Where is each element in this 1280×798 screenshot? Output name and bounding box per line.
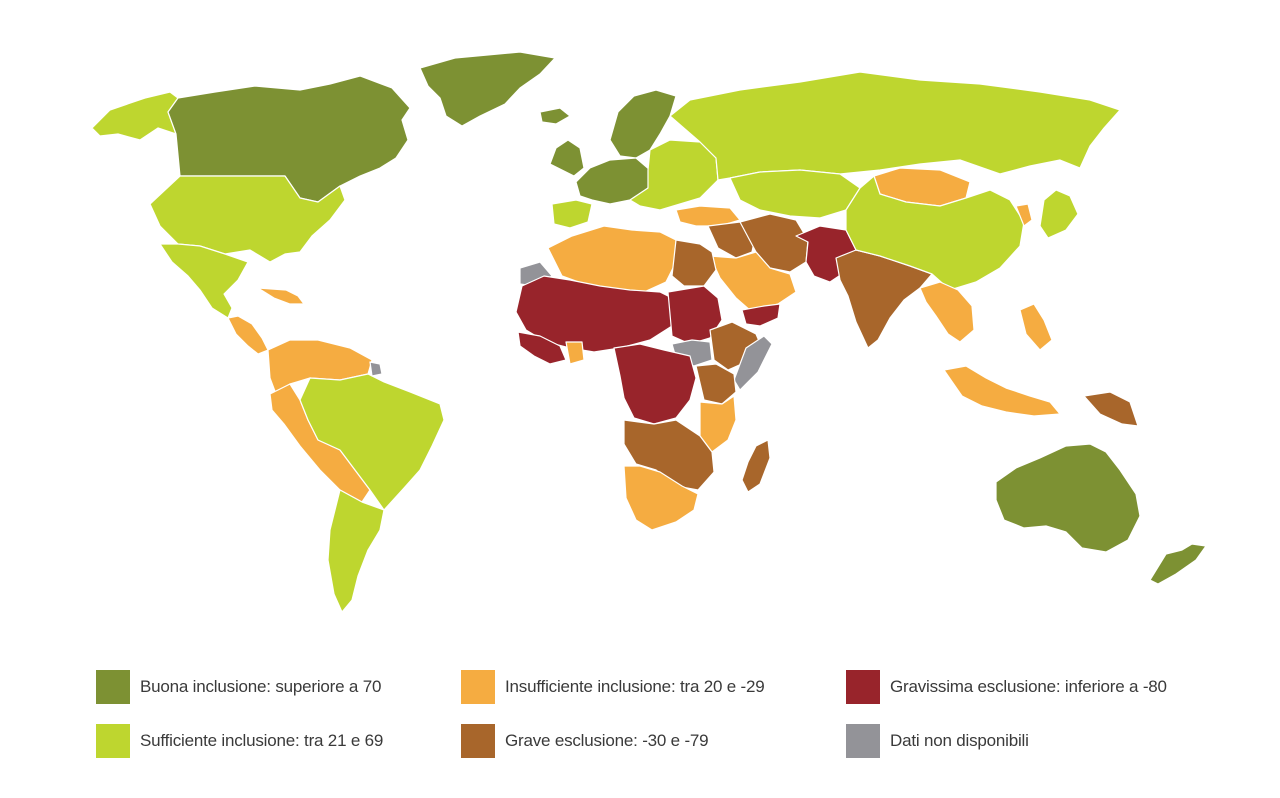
- world-map: [91, 51, 1207, 613]
- region-ghana: [565, 341, 585, 365]
- region-iceland: [539, 107, 571, 125]
- legend-item-sufficient: Sufficiente inclusione: tra 21 e 69: [96, 724, 383, 758]
- region-new-zealand: [1149, 543, 1207, 585]
- legend-swatch: [96, 670, 130, 704]
- region-southern-central-africa: [623, 419, 715, 491]
- region-iberia: [551, 199, 593, 229]
- region-eastern-europe: [629, 139, 719, 211]
- region-china: [845, 175, 1025, 291]
- legend-item-insufficient: Insufficiente inclusione: tra 20 e -29: [461, 670, 765, 704]
- region-greenland: [419, 51, 556, 127]
- region-arabia: [709, 251, 797, 313]
- region-australia: [995, 443, 1141, 553]
- legend-label: Grave esclusione: -30 e -79: [505, 731, 709, 750]
- legend-label: Gravissima esclusione: inferiore a -80: [890, 677, 1167, 696]
- region-japan: [1039, 189, 1079, 239]
- legend-label: Sufficiente inclusione: tra 21 e 69: [140, 731, 384, 750]
- legend-label: Insufficiente inclusione: tra 20 e -29: [505, 677, 765, 696]
- legend-label: Buona inclusione: superiore a 70: [140, 677, 382, 696]
- region-caribbean: [257, 287, 305, 305]
- legend-item-very-grave: Gravissima esclusione: inferiore a -80: [846, 670, 1167, 704]
- region-papua: [1083, 391, 1139, 427]
- region-korea: [1015, 203, 1033, 227]
- region-east-africa: [695, 363, 737, 405]
- region-philippines: [1019, 303, 1053, 351]
- region-uk-ireland: [549, 139, 585, 177]
- region-guiana: [369, 361, 383, 377]
- region-south-africa: [623, 465, 699, 531]
- legend-swatch: [461, 670, 495, 704]
- region-central-africa: [613, 343, 697, 425]
- region-alaska: [91, 91, 179, 141]
- legend-item-grave: Grave esclusione: -30 e -79: [461, 724, 709, 758]
- region-egypt: [671, 239, 717, 287]
- region-russia: [669, 71, 1121, 181]
- legend-swatch: [846, 724, 880, 758]
- region-yemen: [741, 303, 781, 327]
- legend-swatch: [846, 670, 880, 704]
- legend-swatch: [96, 724, 130, 758]
- region-west-africa-coast: [517, 331, 567, 365]
- legend-swatch: [461, 724, 495, 758]
- region-indonesia: [943, 365, 1061, 417]
- region-madagascar: [741, 439, 771, 493]
- region-southeast-asia: [919, 281, 975, 343]
- region-brazil: [299, 373, 445, 511]
- legend: Buona inclusione: superiore a 70 Insuffi…: [96, 670, 1236, 770]
- region-mexico: [159, 243, 249, 319]
- legend-item-good: Buona inclusione: superiore a 70: [96, 670, 381, 704]
- legend-item-no-data: Dati non disponibili: [846, 724, 1029, 758]
- region-southern-cone: [327, 489, 385, 613]
- legend-label: Dati non disponibili: [890, 731, 1029, 750]
- region-central-america: [227, 315, 269, 355]
- region-central-asia: [729, 169, 861, 219]
